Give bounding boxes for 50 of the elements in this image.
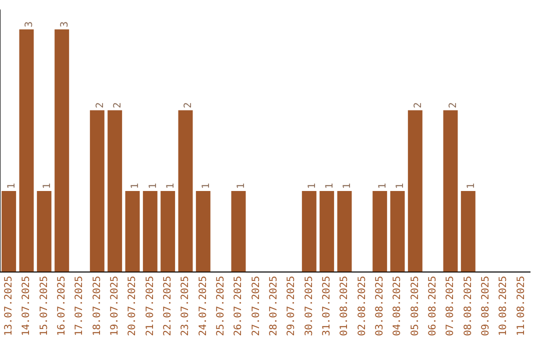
data-label: 2 xyxy=(412,102,424,108)
data-label: 1 xyxy=(165,182,176,189)
x-tick-label: 29.07.2025 xyxy=(286,276,298,336)
x-tick-label: 09.08.2025 xyxy=(480,276,492,336)
data-label: 3 xyxy=(59,21,70,28)
data-label: 1 xyxy=(42,182,53,189)
data-label: 1 xyxy=(466,182,477,189)
x-tick-label: 17.07.2025 xyxy=(74,276,86,336)
x-tick-label: 26.07.2025 xyxy=(233,276,244,336)
x-tick-label: 22.07.2025 xyxy=(162,276,174,336)
x-tick-label: 30.07.2025 xyxy=(304,276,315,336)
x-tick-label: 08.08.2025 xyxy=(462,276,474,336)
data-label: 1 xyxy=(324,182,336,189)
data-label: 2 xyxy=(183,102,194,108)
data-label: 1 xyxy=(236,182,248,189)
x-tick-label: 25.07.2025 xyxy=(215,276,226,336)
x-tick-label: 02.08.2025 xyxy=(356,276,368,336)
x-tick-label: 05.08.2025 xyxy=(410,276,421,336)
x-tick-label: 06.08.2025 xyxy=(427,276,438,336)
x-tick-label: 16.07.2025 xyxy=(56,276,68,336)
data-label: 1 xyxy=(395,182,406,189)
data-label: 2 xyxy=(112,102,124,108)
data-label: 1 xyxy=(342,182,354,189)
x-tick-label: 01.08.2025 xyxy=(339,276,350,336)
x-tick-label: 03.08.2025 xyxy=(374,276,386,336)
x-tick-label: 31.07.2025 xyxy=(321,276,332,336)
x-tick-label: 28.07.2025 xyxy=(268,276,280,336)
x-tick-label: 23.07.2025 xyxy=(180,276,192,336)
x-tick-label: 04.08.2025 xyxy=(392,276,404,336)
data-label: 1 xyxy=(148,182,159,189)
data-label: 2 xyxy=(448,102,460,108)
data-label: 1 xyxy=(377,182,388,189)
data-label: 1 xyxy=(200,182,212,189)
x-tick-label: 24.07.2025 xyxy=(198,276,209,336)
x-tick-label: 10.08.2025 xyxy=(498,276,510,336)
x-tick-label: 14.07.2025 xyxy=(21,276,32,336)
x-tick-label: 07.08.2025 xyxy=(445,276,456,336)
x-tick-label: 15.07.2025 xyxy=(38,276,50,336)
data-label: 2 xyxy=(94,102,106,108)
x-tick-label: 18.07.2025 xyxy=(92,276,103,336)
data-label: 1 xyxy=(306,182,318,189)
x-tick-label: 27.07.2025 xyxy=(250,276,262,336)
data-label: 1 xyxy=(6,182,18,189)
data-label: 3 xyxy=(24,21,36,28)
x-tick-label: 20.07.2025 xyxy=(127,276,138,336)
data-label: 1 xyxy=(130,182,142,189)
x-tick-label: 21.07.2025 xyxy=(144,276,156,336)
x-tick-label: 11.08.2025 xyxy=(516,276,527,336)
x-tick-label: 19.07.2025 xyxy=(109,276,120,336)
x-tick-label: 13.07.2025 xyxy=(3,276,14,336)
